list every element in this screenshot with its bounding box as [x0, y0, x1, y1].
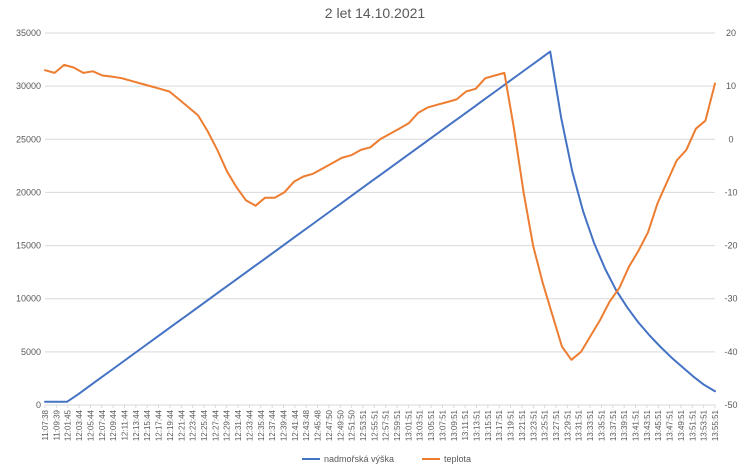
x-tick-label: 13:31:51 [575, 409, 584, 441]
y-left-tick-label: 30000 [16, 81, 41, 91]
y-left-tick-label: 5000 [21, 347, 41, 357]
x-axis: 11:07:38 11:09:39 12:01:45 12:03:44 12:05:44… [41, 404, 720, 441]
x-tick-label: 12:13:44 [132, 409, 141, 441]
x-tick-label: 12:11:44 [120, 409, 129, 440]
x-tick-label: 12:47:50 [325, 409, 334, 441]
y-left-tick-label: 25000 [16, 134, 41, 144]
right-y-axis: -50 -40 -30 -20 -10 0 10 20 [724, 28, 737, 410]
y-right-tick-label: 20 [726, 28, 736, 38]
x-tick-label: 12:31:44 [234, 409, 243, 441]
x-tick-label: 12:03:44 [75, 409, 84, 441]
x-tick-label: 12:25:44 [200, 409, 209, 441]
x-tick-label: 13:47:51 [666, 409, 675, 441]
y-right-tick-label: -30 [724, 294, 737, 304]
x-tick-label: 13:05:51 [427, 409, 436, 441]
x-tick-label: 13:49:51 [677, 409, 686, 441]
x-tick-label: 13:13:51 [473, 409, 482, 441]
x-tick-label: 12:43:48 [302, 409, 311, 441]
x-tick-label: 13:25:51 [541, 409, 550, 441]
x-tick-label: 12:37:44 [268, 409, 277, 441]
x-tick-label: 12:53:51 [359, 409, 368, 441]
series-line-teplota [44, 63, 716, 361]
x-tick-label: 13:19:51 [507, 409, 516, 441]
x-tick-label: 12:55:51 [370, 409, 379, 441]
x-tick-label: 13:03:51 [416, 409, 425, 441]
x-tick-label: 12:09:44 [109, 409, 118, 441]
y-right-tick-label: -50 [724, 400, 737, 410]
x-tick-label: 12:15:44 [143, 409, 152, 441]
x-tick-label: 11:07:38 [41, 409, 50, 440]
x-tick-label: 12:05:44 [86, 409, 95, 441]
x-tick-label: 12:39:44 [279, 409, 288, 441]
x-tick-label: 13:01:51 [404, 409, 413, 441]
x-tick-label: 13:17:51 [495, 409, 504, 441]
series-line-nadmorska-vyska [44, 50, 716, 403]
legend-label-teplota: teplota [444, 454, 471, 464]
gridlines [45, 32, 715, 406]
x-tick-label: 13:39:51 [620, 409, 629, 441]
x-tick-label: 12:35:44 [257, 409, 266, 441]
x-tick-label: 13:53:51 [700, 409, 709, 441]
x-tick-label: 12:17:44 [155, 409, 164, 441]
y-left-tick-label: 0 [36, 400, 41, 410]
x-tick-label: 12:59:51 [393, 409, 402, 441]
x-tick-label: 12:33:44 [245, 409, 254, 441]
y-right-tick-label: -10 [724, 187, 737, 197]
x-tick-label: 13:21:51 [518, 409, 527, 441]
x-tick-label: 12:19:44 [166, 409, 175, 441]
x-tick-label: 13:15:51 [484, 409, 493, 441]
x-tick-label: 12:07:44 [98, 409, 107, 441]
x-tick-label: 12:49:50 [336, 409, 345, 441]
x-tick-label: 13:23:51 [529, 409, 538, 441]
chart-title: 2 let 14.10.2021 [325, 5, 426, 21]
y-right-tick-label: 0 [728, 134, 733, 144]
y-right-tick-label: 10 [726, 81, 736, 91]
legend-label-nadmorska-vyska: nadmořská výška [324, 454, 394, 464]
x-tick-label: 12:57:51 [382, 409, 391, 441]
x-tick-label: 12:27:44 [211, 409, 220, 441]
x-tick-label: 13:35:51 [597, 409, 606, 441]
y-left-tick-label: 20000 [16, 187, 41, 197]
x-tick-label: 12:23:44 [189, 409, 198, 441]
y-left-tick-label: 35000 [16, 28, 41, 38]
x-tick-label: 13:33:51 [586, 409, 595, 441]
x-tick-label: 13:51:51 [688, 409, 697, 441]
x-tick-label: 12:21:44 [177, 409, 186, 441]
x-tick-label: 11:09:39 [52, 409, 61, 440]
x-tick-label: 13:09:51 [450, 409, 459, 441]
x-tick-label: 12:41:44 [291, 409, 300, 441]
x-tick-label: 12:01:45 [64, 409, 73, 441]
x-tick-label: 13:27:51 [552, 409, 561, 441]
series-layer [44, 50, 716, 403]
x-tick-label: 13:43:51 [643, 409, 652, 441]
x-tick-label: 13:29:51 [563, 409, 572, 441]
x-tick-label: 13:41:51 [632, 409, 641, 441]
left-y-axis: 0 5000 10000 15000 20000 25000 30000 35000 [16, 28, 41, 410]
x-tick-label: 13:07:51 [438, 409, 447, 441]
x-tick-label: 13:55:51 [711, 409, 720, 441]
x-tick-label: 12:45:48 [314, 409, 323, 441]
x-tick-label: 12:29:44 [223, 409, 232, 441]
x-tick-label: 13:37:51 [609, 409, 618, 441]
y-right-tick-label: -40 [724, 347, 737, 357]
x-tick-label: 13:11:51 [461, 409, 470, 440]
legend: nadmořská výška teplota [302, 454, 471, 464]
y-right-tick-label: -20 [724, 241, 737, 251]
x-tick-label: 12:51:50 [348, 409, 357, 441]
y-left-tick-label: 15000 [16, 241, 41, 251]
y-left-tick-label: 10000 [16, 294, 41, 304]
x-tick-label: 13:45:51 [654, 409, 663, 441]
